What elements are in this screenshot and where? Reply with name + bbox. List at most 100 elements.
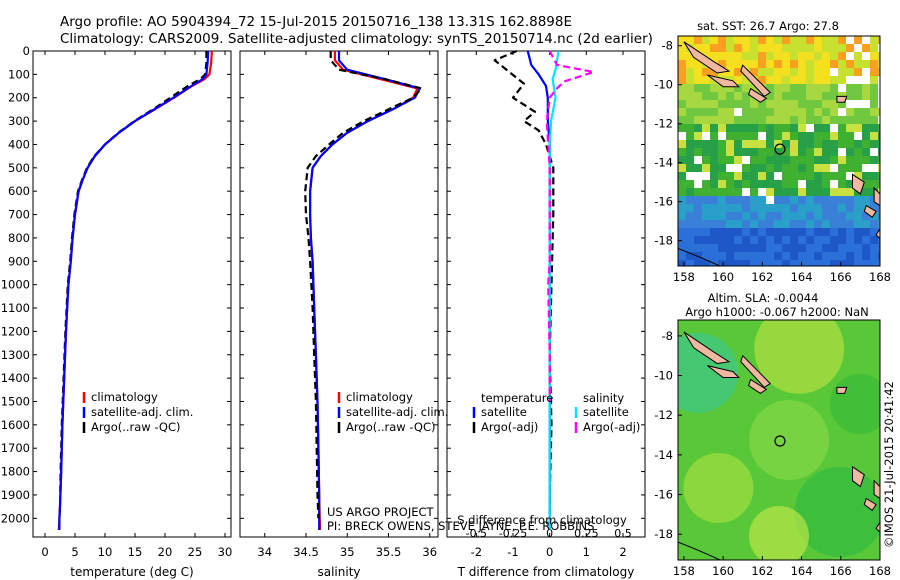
sst-map-cell [750, 108, 758, 116]
sst-map: 158 160 162 164 166 168 -8 -10 -12 -14 -16 -18 [654, 36, 891, 284]
sst-map-argo-marker [774, 143, 786, 155]
sst-map-cell [830, 220, 838, 228]
sst-map-cell [726, 236, 734, 244]
depth-tick-label: 1100 [1, 301, 30, 315]
sst-map-cell [774, 60, 782, 68]
sst-map-cell [750, 164, 758, 172]
sla-map-anomaly-blob [683, 453, 754, 523]
sst-map-cell [718, 260, 726, 266]
sst-map-cell [686, 220, 694, 228]
sst-map-cell [758, 148, 766, 156]
sst-map-cell [798, 228, 806, 236]
temperature-plot: 0100200300400500600700800900100011001200… [1, 44, 233, 559]
sst-map-cell [782, 164, 790, 172]
sst-map-island [873, 186, 880, 207]
sst-map-cell [718, 228, 726, 236]
sst-map-cell [758, 244, 766, 252]
sst-map-cell [790, 140, 798, 148]
sst-map-cell [686, 252, 694, 260]
sst-map-lat-label: -12 [654, 117, 673, 131]
sst-map-cell [838, 148, 846, 156]
sst-map-cell [798, 52, 806, 60]
sst-map-cell [870, 68, 878, 76]
sst-map-cell [814, 124, 822, 132]
sst-map-cell [726, 212, 734, 220]
sst-map-cell [822, 220, 830, 228]
sst-map-cell [798, 100, 806, 108]
sst-map-cell [782, 36, 790, 44]
depth-tick-label: 500 [8, 161, 30, 175]
sst-map-cell [822, 76, 830, 84]
sst-map-cell [686, 108, 694, 116]
sst-map-cell [846, 244, 854, 252]
sst-map-cell [758, 204, 766, 212]
sst-map-cell [726, 84, 734, 92]
sst-map-cell [758, 76, 766, 84]
sst-map-cell [758, 44, 766, 52]
sst-map-cell [822, 108, 830, 116]
sla-map-island [748, 378, 768, 395]
sst-map-cell [878, 236, 880, 244]
sst-map-cell [702, 92, 710, 100]
sst-map-cell [766, 36, 774, 44]
sst-map-cell [846, 260, 854, 266]
sst-map-cell [854, 108, 862, 116]
sst-map-cell [758, 116, 766, 124]
sst-map-cell [878, 124, 880, 132]
sst-map-cell [766, 108, 774, 116]
sst-map-cell [734, 196, 742, 204]
sst-map-cell [878, 148, 880, 156]
sst-map-cell [798, 108, 806, 116]
sst-map-cell [862, 124, 870, 132]
sst-map-cell [774, 156, 782, 164]
sst-map-cell [766, 140, 774, 148]
difference-temperature-satellite-line [526, 50, 551, 530]
sla-map-lon-label: 168 [869, 564, 891, 578]
sst-map-cell [734, 228, 742, 236]
sst-map-cell [806, 84, 814, 92]
sst-map-cell [742, 124, 750, 132]
sst-map-cell [718, 156, 726, 164]
sst-map-cell [742, 156, 750, 164]
sst-map-cell [678, 140, 686, 148]
sst-map-cell [878, 252, 880, 260]
sst-map-cell [742, 132, 750, 140]
sst-map-cell [862, 188, 870, 196]
sst-map-cell [790, 116, 798, 124]
sst-map-cell [870, 212, 878, 220]
sst-map-cell [790, 164, 798, 172]
sst-map-cell [838, 204, 846, 212]
sst-map-cell [798, 68, 806, 76]
sst-map-cell [830, 164, 838, 172]
sst-map-cell [750, 52, 758, 60]
salinity-satellite-adj-clim--line [309, 51, 421, 530]
sst-map-cell [814, 196, 822, 204]
sst-map-cell [870, 220, 878, 228]
sst-map-cell [726, 156, 734, 164]
difference-x-label: T difference from climatology [457, 565, 635, 579]
sst-map-cell [862, 260, 870, 266]
sst-map-cell [678, 92, 686, 100]
sst-map-cell [718, 244, 726, 252]
sst-map-cell [798, 252, 806, 260]
sst-map-cell [758, 180, 766, 188]
sla-map-contour [678, 541, 722, 560]
sst-map-cell [774, 52, 782, 60]
sst-map-cell [838, 132, 846, 140]
sst-map-cell [782, 100, 790, 108]
sst-map-cell [758, 228, 766, 236]
sst-map-cell [742, 148, 750, 156]
sst-map-cell [766, 260, 774, 266]
sst-map-cell [702, 116, 710, 124]
sst-map-cell [702, 108, 710, 116]
sst-map-cell [718, 204, 726, 212]
sst-map-cell [678, 100, 686, 108]
sst-map-cell [686, 164, 694, 172]
salinity-legend-label: climatology [346, 390, 413, 404]
sst-map-cell [718, 100, 726, 108]
sst-map-cell [814, 116, 822, 124]
sst-map-cell [838, 124, 846, 132]
sst-map-cell [830, 84, 838, 92]
sst-map-cell [782, 76, 790, 84]
sst-map-cell [830, 156, 838, 164]
